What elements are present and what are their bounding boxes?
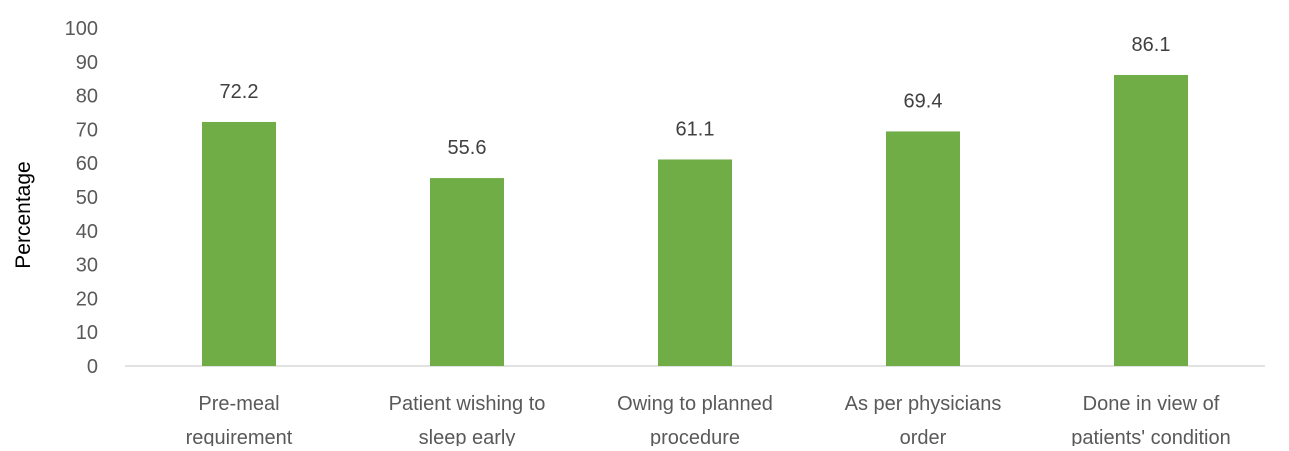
y-tick-label: 0 bbox=[87, 356, 98, 378]
y-tick-label: 40 bbox=[76, 221, 98, 243]
y-tick-label: 50 bbox=[76, 187, 98, 209]
y-tick-label: 90 bbox=[76, 52, 98, 74]
y-tick-label: 60 bbox=[76, 153, 98, 175]
x-category-label: order bbox=[900, 427, 947, 446]
y-axis-title: Percentage bbox=[12, 161, 35, 268]
y-tick-label: 80 bbox=[76, 86, 98, 108]
data-label: 61.1 bbox=[676, 118, 715, 140]
y-tick-label: 100 bbox=[65, 18, 98, 40]
y-tick-label: 10 bbox=[76, 322, 98, 344]
bar bbox=[658, 159, 732, 366]
x-category-label: As per physicians bbox=[845, 393, 1002, 415]
x-category-label: patients' condition bbox=[1071, 427, 1230, 446]
bars-group bbox=[202, 74, 1188, 367]
data-label: 55.6 bbox=[448, 137, 487, 159]
bar bbox=[430, 178, 504, 366]
category-labels-group: Pre-meal requirement Patient wishing to sle… bbox=[186, 393, 1231, 449]
bar bbox=[886, 131, 960, 366]
x-category-label: procedure bbox=[650, 427, 740, 446]
data-labels-group: 72.2 55.6 61.1 69.4 86.1 bbox=[220, 34, 1171, 159]
x-category-label: requirement bbox=[186, 427, 293, 446]
bar bbox=[202, 121, 276, 367]
data-label: 69.4 bbox=[904, 90, 943, 112]
y-tick-label: 70 bbox=[76, 119, 98, 141]
bar bbox=[1114, 74, 1188, 367]
x-category-label: Owing to planned bbox=[617, 393, 773, 415]
data-label: 86.1 bbox=[1132, 34, 1171, 56]
x-category-label: Patient wishing to bbox=[389, 393, 546, 415]
y-tick-label: 30 bbox=[76, 255, 98, 277]
y-axis-ticks: 0 10 20 30 40 50 60 70 80 90 100 bbox=[65, 18, 98, 378]
x-category-label: sleep early bbox=[419, 427, 516, 446]
data-label: 72.2 bbox=[220, 81, 259, 103]
x-category-label: Pre-meal bbox=[198, 393, 279, 415]
x-category-label: Done in view of bbox=[1083, 393, 1220, 415]
y-tick-label: 20 bbox=[76, 288, 98, 310]
